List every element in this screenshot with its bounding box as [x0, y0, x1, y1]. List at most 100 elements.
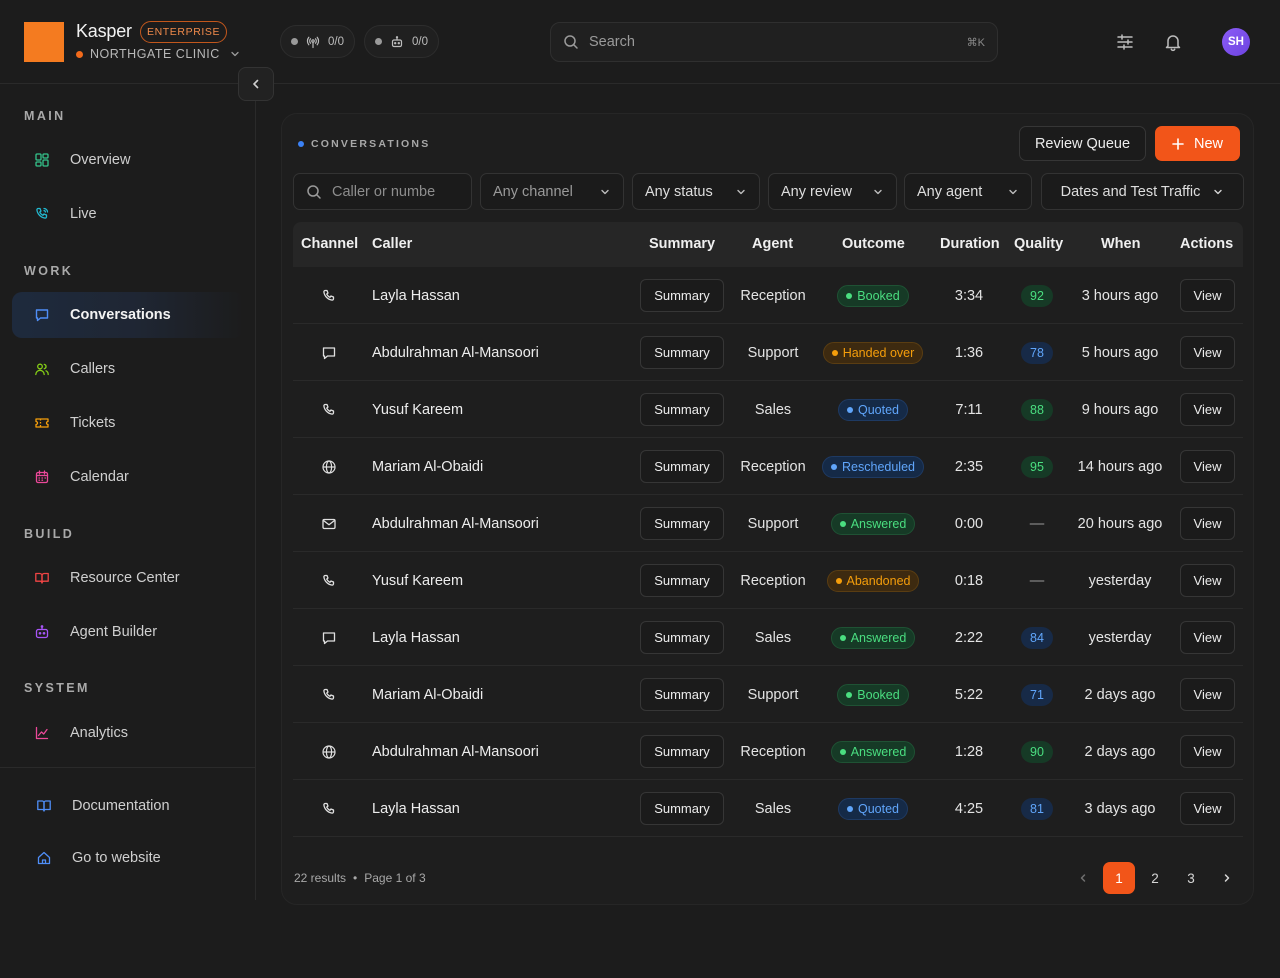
summary-button[interactable]: Summary	[640, 735, 724, 768]
quality-score: 95	[1021, 455, 1053, 478]
agent-name: Support	[747, 515, 799, 532]
table-row[interactable]: Abdulrahman Al-Mansoori Summary Support …	[293, 495, 1243, 552]
header-when[interactable]: When	[1101, 236, 1141, 252]
agent-filter[interactable]: Any agent	[904, 173, 1032, 210]
view-button[interactable]: View	[1180, 735, 1235, 768]
table-row[interactable]: Layla Hassan Summary Sales Quoted 4:25 8…	[293, 780, 1243, 837]
sidebar-item-analytics[interactable]: Analytics	[12, 710, 244, 756]
collapse-sidebar-button[interactable]	[238, 67, 274, 101]
go-to-website-link[interactable]: Go to website	[36, 850, 161, 866]
caller-search-field[interactable]: Caller or numbe	[293, 173, 472, 210]
org-name: NORTHGATE CLINIC	[90, 47, 220, 61]
table-row[interactable]: Abdulrahman Al-Mansoori Summary Support …	[293, 324, 1243, 381]
table-row[interactable]: Yusuf Kareem Summary Reception Abandoned…	[293, 552, 1243, 609]
summary-button[interactable]: Summary	[640, 336, 724, 369]
caller-name[interactable]: Layla Hassan	[372, 800, 460, 817]
header-outcome[interactable]: Outcome	[842, 236, 905, 252]
view-button[interactable]: View	[1180, 450, 1235, 483]
header-agent[interactable]: Agent	[752, 236, 794, 252]
prev-page-button[interactable]	[1067, 862, 1099, 894]
home-icon	[36, 850, 52, 866]
caller-name[interactable]: Mariam Al-Obaidi	[372, 686, 484, 703]
view-button[interactable]: View	[1180, 792, 1235, 825]
sidebar-item-live[interactable]: Live	[12, 191, 244, 237]
documentation-link[interactable]: Documentation	[36, 798, 170, 814]
caller-name[interactable]: Abdulrahman Al-Mansoori	[372, 344, 539, 361]
caller-name[interactable]: Yusuf Kareem	[372, 401, 464, 418]
outcome-label: Quoted	[857, 402, 899, 417]
section-title-build: BUILD	[24, 527, 75, 541]
summary-button[interactable]: Summary	[640, 450, 724, 483]
agents-stat[interactable]: 0/0	[364, 25, 439, 58]
summary-button[interactable]: Summary	[640, 279, 724, 312]
view-button[interactable]: View	[1180, 279, 1235, 312]
header-quality[interactable]: Quality	[1014, 236, 1064, 252]
quality-cell: 78	[1005, 324, 1069, 381]
quality-score: 90	[1021, 740, 1053, 763]
summary-button[interactable]: Summary	[640, 564, 724, 597]
table-row[interactable]: Layla Hassan Summary Sales Answered 2:22…	[293, 609, 1243, 666]
sidebar-item-calendar[interactable]: Calendar	[12, 454, 244, 500]
bell-icon[interactable]	[1161, 30, 1185, 54]
agent-name: Sales	[754, 800, 792, 817]
channel-cell	[321, 666, 337, 723]
review-queue-button[interactable]: Review Queue	[1019, 126, 1146, 161]
outcome-badge: Answered	[830, 740, 916, 763]
channel-cell	[321, 552, 337, 609]
outcome-label: Answered	[850, 630, 907, 645]
page-2-button[interactable]: 2	[1151, 870, 1159, 886]
view-button[interactable]: View	[1180, 621, 1235, 654]
caller-name[interactable]: Mariam Al-Obaidi	[372, 458, 484, 475]
brand-logo[interactable]	[24, 22, 64, 62]
dates-filter[interactable]: Dates and Test Traffic	[1041, 173, 1244, 210]
header-actions: Actions	[1180, 236, 1234, 252]
caller-name[interactable]: Layla Hassan	[372, 287, 460, 304]
header-duration[interactable]: Duration	[940, 236, 1000, 252]
caller-name[interactable]: Abdulrahman Al-Mansoori	[372, 743, 539, 760]
search-input[interactable]: Search	[589, 34, 635, 50]
sidebar-item-overview[interactable]: Overview	[12, 137, 244, 183]
caller-name[interactable]: Layla Hassan	[372, 629, 460, 646]
header-summary[interactable]: Summary	[649, 236, 716, 252]
caller-name[interactable]: Abdulrahman Al-Mansoori	[372, 515, 539, 532]
view-button[interactable]: View	[1180, 507, 1235, 540]
summary-button[interactable]: Summary	[640, 507, 724, 540]
view-button[interactable]: View	[1180, 678, 1235, 711]
quality-score: 81	[1021, 797, 1053, 820]
review-filter[interactable]: Any review	[768, 173, 897, 210]
page-3-button[interactable]: 3	[1187, 870, 1195, 886]
sidebar-item-resource-center[interactable]: Resource Center	[12, 555, 244, 601]
header-channel[interactable]: Channel	[301, 236, 359, 252]
filters-icon[interactable]	[1113, 30, 1137, 54]
summary-button[interactable]: Summary	[640, 792, 724, 825]
summary-button[interactable]: Summary	[640, 393, 724, 426]
summary-button[interactable]: Summary	[640, 678, 724, 711]
view-button[interactable]: View	[1180, 336, 1235, 369]
outcome-dot	[846, 805, 853, 812]
sidebar-item-callers[interactable]: Callers	[12, 346, 244, 392]
caller-search-input[interactable]: Caller or numbe	[332, 183, 436, 200]
page-1-button[interactable]: 1	[1103, 862, 1135, 894]
table-row[interactable]: Mariam Al-Obaidi Summary Support Booked …	[293, 666, 1243, 723]
org-switcher[interactable]: NORTHGATE CLINIC	[76, 47, 241, 61]
summary-button[interactable]: Summary	[640, 621, 724, 654]
live-calls-stat[interactable]: 0/0	[280, 25, 355, 58]
new-conversation-button[interactable]: New	[1155, 126, 1240, 161]
status-filter[interactable]: Any status	[632, 173, 760, 210]
caller-name[interactable]: Yusuf Kareem	[372, 572, 464, 589]
table-row[interactable]: Abdulrahman Al-Mansoori Summary Receptio…	[293, 723, 1243, 780]
header-caller[interactable]: Caller	[372, 236, 413, 252]
sidebar-item-tickets[interactable]: Tickets	[12, 400, 244, 446]
sidebar-item-conversations[interactable]: Conversations	[12, 292, 244, 338]
sidebar-item-agent-builder[interactable]: Agent Builder	[12, 609, 244, 655]
user-avatar[interactable]: SH	[1222, 28, 1250, 56]
view-button[interactable]: View	[1180, 564, 1235, 597]
table-row[interactable]: Yusuf Kareem Summary Sales Quoted 7:11 8…	[293, 381, 1243, 438]
table-row[interactable]: Mariam Al-Obaidi Summary Reception Resch…	[293, 438, 1243, 495]
next-page-button[interactable]	[1211, 862, 1243, 894]
view-button[interactable]: View	[1180, 393, 1235, 426]
channel-filter[interactable]: Any channel	[480, 173, 624, 210]
table-row[interactable]: Layla Hassan Summary Reception Booked 3:…	[293, 267, 1243, 324]
global-search[interactable]: Search ⌘K	[550, 22, 998, 62]
sidebar-item-label: Resource Center	[70, 570, 180, 586]
